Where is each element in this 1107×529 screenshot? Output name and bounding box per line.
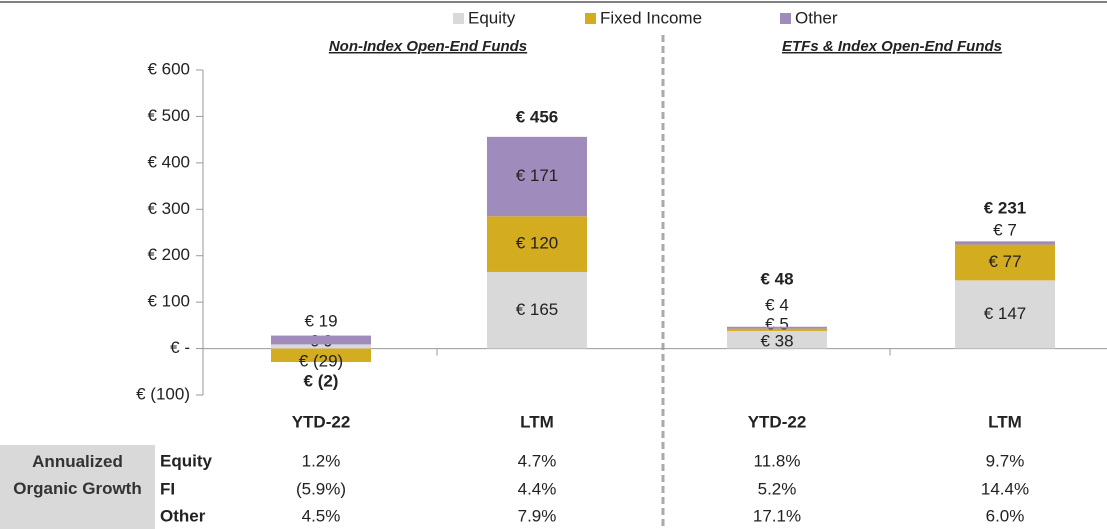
- table-cell: 4.4%: [518, 479, 557, 498]
- table-cell: 1.2%: [302, 451, 341, 470]
- table-cell: 6.0%: [986, 506, 1025, 525]
- group-title: Non-Index Open-End Funds: [329, 38, 527, 55]
- x-tick-label: YTD-22: [292, 412, 351, 431]
- table-cell: (5.9%): [296, 479, 346, 498]
- bar-segment: [487, 136, 587, 217]
- bar-segment: [955, 241, 1055, 245]
- group-title: ETFs & Index Open-End Funds: [782, 38, 1002, 55]
- total-label: € 231: [984, 198, 1027, 217]
- y-tick-label: € 500: [147, 106, 190, 125]
- value-label: € 147: [984, 304, 1027, 323]
- bar-segment: [955, 280, 1055, 349]
- table-cell: 7.9%: [518, 506, 557, 525]
- table-header-bg: [0, 445, 155, 529]
- table-cell: 4.7%: [518, 451, 557, 470]
- y-tick-label: € 300: [147, 199, 190, 218]
- total-label: € 48: [760, 269, 793, 288]
- value-label: € 77: [988, 252, 1021, 271]
- value-label: € 5: [765, 314, 789, 333]
- table-cell: 5.2%: [758, 479, 797, 498]
- y-tick-label: € (100): [136, 384, 190, 403]
- x-tick-label: LTM: [520, 412, 554, 431]
- legend-swatch: [585, 13, 596, 24]
- legend-swatch: [780, 13, 791, 24]
- bar-segment: [487, 216, 587, 272]
- total-label: € 456: [516, 107, 559, 126]
- bar-segment: [727, 326, 827, 329]
- row-label: Other: [160, 506, 206, 525]
- value-label: € 38: [760, 331, 793, 350]
- table-title: Annualized Organic Growth: [13, 452, 142, 498]
- y-tick-label: € 400: [147, 152, 190, 171]
- value-label: € (29): [299, 351, 343, 370]
- y-tick-label: € 100: [147, 292, 190, 311]
- value-label: € 165: [516, 300, 559, 319]
- value-label: € 4: [765, 295, 789, 314]
- y-tick-label: € -: [170, 338, 190, 357]
- x-tick-label: LTM: [988, 412, 1022, 431]
- row-label: FI: [160, 479, 175, 498]
- legend-swatch: [453, 13, 464, 24]
- value-label: € 7: [993, 220, 1017, 239]
- bar-segment: [727, 328, 827, 331]
- x-tick-label: YTD-22: [748, 412, 807, 431]
- value-label: € 19: [304, 311, 337, 330]
- table-cell: 17.1%: [753, 506, 801, 525]
- legend-label: Equity: [468, 8, 516, 27]
- bar-segment: [271, 348, 371, 363]
- legend-label: Other: [795, 8, 838, 27]
- bar-segment: [271, 344, 371, 349]
- y-tick-label: € 600: [147, 59, 190, 78]
- total-label: € (2): [304, 371, 339, 390]
- value-label: € 171: [516, 166, 559, 185]
- bar-segment: [955, 244, 1055, 281]
- table-cell: 4.5%: [302, 506, 341, 525]
- bar-segment: [271, 335, 371, 345]
- value-label: € 120: [516, 234, 559, 253]
- table-cell: 11.8%: [754, 451, 801, 470]
- legend-label: Fixed Income: [600, 8, 702, 27]
- table-cell: 14.4%: [981, 479, 1029, 498]
- y-tick-label: € 200: [147, 245, 190, 264]
- bar-segment: [487, 271, 587, 349]
- bar-segment: [727, 330, 827, 349]
- table-cell: 9.7%: [986, 451, 1025, 470]
- row-label: Equity: [160, 451, 212, 470]
